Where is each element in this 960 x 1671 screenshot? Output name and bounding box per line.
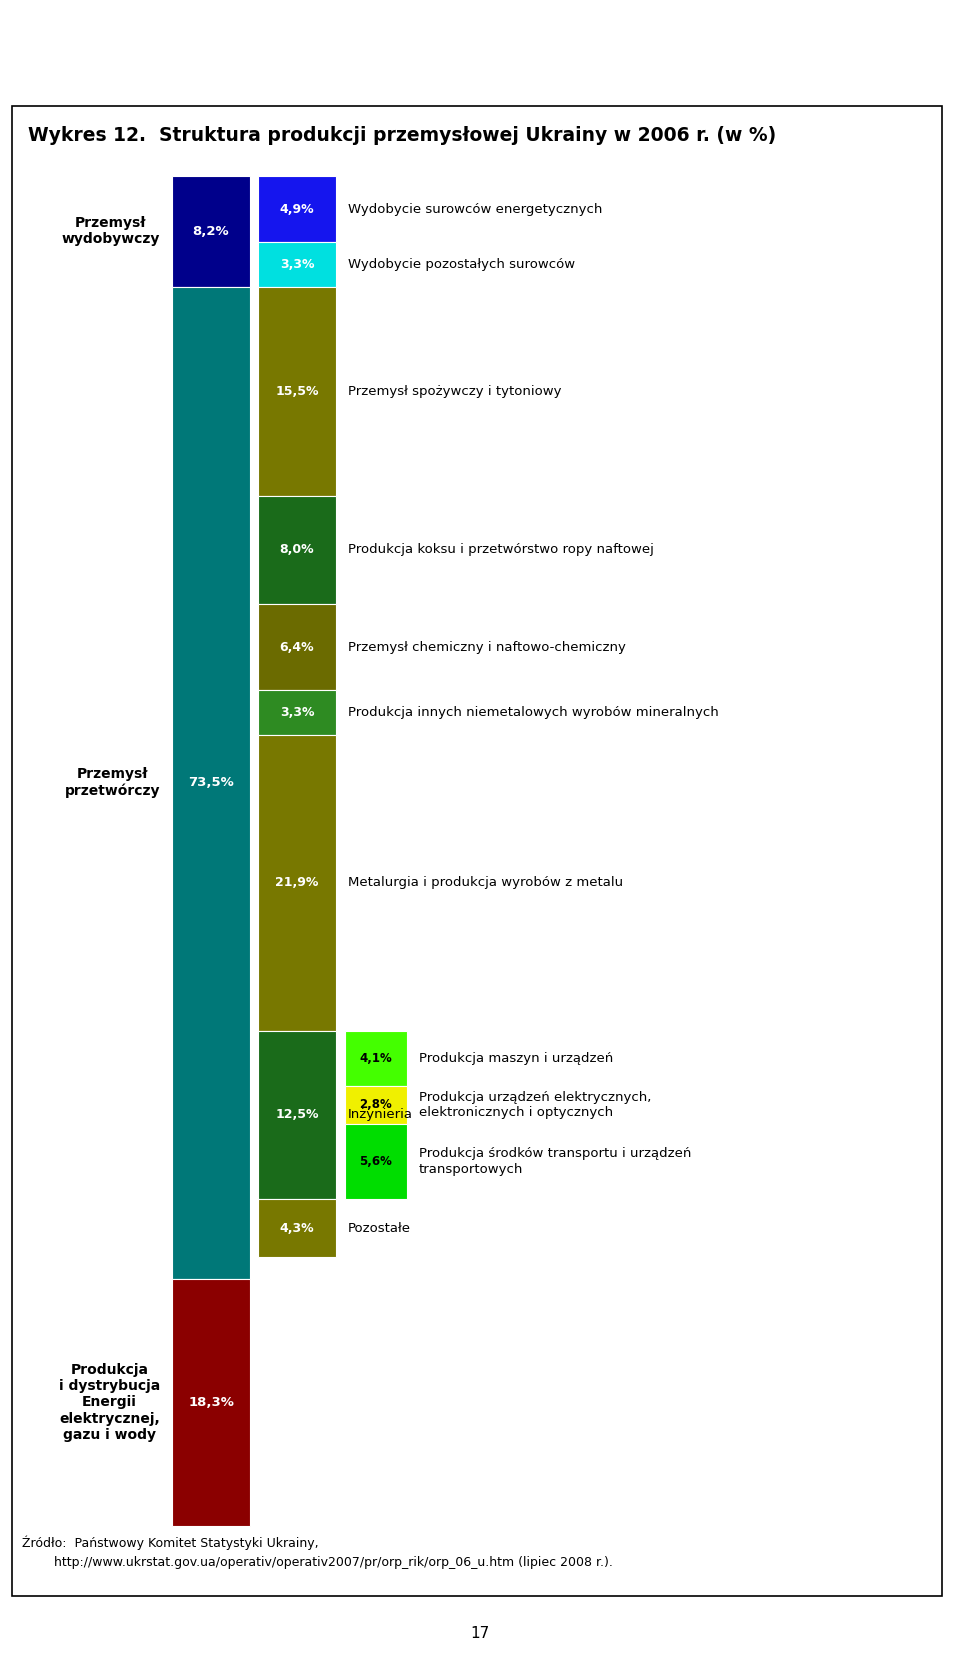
Text: Produkcja maszyn i urządzeń: Produkcja maszyn i urządzeń — [419, 1051, 613, 1064]
Text: Wydobycie surowców energetycznych: Wydobycie surowców energetycznych — [348, 202, 602, 216]
Text: 3,3%: 3,3% — [279, 707, 314, 719]
Bar — [345, 1031, 407, 1086]
Text: 8,0%: 8,0% — [279, 543, 314, 556]
Text: http://www.ukrstat.gov.ua/operativ/operativ2007/pr/orp_rik/orp_06_u.htm (lipiec : http://www.ukrstat.gov.ua/operativ/opera… — [22, 1556, 612, 1569]
Text: 17: 17 — [470, 1626, 490, 1641]
Bar — [258, 603, 336, 690]
Text: Produkcja środków transportu i urządzeń
transportowych: Produkcja środków transportu i urządzeń … — [419, 1148, 691, 1175]
Text: Produkcja innych niemetalowych wyrobów mineralnych: Produkcja innych niemetalowych wyrobów m… — [348, 707, 719, 719]
Bar — [258, 1031, 336, 1200]
Bar — [258, 690, 336, 735]
Text: Produkcja urządzeń elektrycznych,
elektronicznych i optycznych: Produkcja urządzeń elektrycznych, elektr… — [419, 1091, 652, 1120]
Text: Źródło:  Państwowy Komitet Statystyki Ukrainy,: Źródło: Państwowy Komitet Statystyki Ukr… — [22, 1536, 319, 1551]
Text: Produkcja
i dystrybucja
Energii
elektrycznej,
gazu i wody: Produkcja i dystrybucja Energii elektryc… — [59, 1364, 160, 1442]
Bar — [258, 175, 336, 242]
Text: Metalurgia i produkcja wyrobów z metalu: Metalurgia i produkcja wyrobów z metalu — [348, 876, 623, 889]
Text: Przemysł spożywczy i tytoniowy: Przemysł spożywczy i tytoniowy — [348, 384, 562, 398]
Text: Przemysł
wydobywczy: Przemysł wydobywczy — [61, 216, 160, 246]
Text: 73,5%: 73,5% — [188, 777, 234, 789]
Bar — [345, 1123, 407, 1200]
Bar — [12, 105, 942, 1596]
Text: 15,5%: 15,5% — [276, 384, 319, 398]
Text: 21,9%: 21,9% — [276, 876, 319, 889]
Text: Przemysł
przetwórczy: Przemysł przetwórczy — [64, 767, 160, 799]
Text: 2,8%: 2,8% — [360, 1098, 393, 1111]
Text: 12,5%: 12,5% — [276, 1108, 319, 1121]
Bar — [258, 496, 336, 603]
Text: 4,3%: 4,3% — [279, 1222, 314, 1235]
Text: Pozostałe: Pozostałe — [348, 1222, 411, 1235]
Text: 6,4%: 6,4% — [279, 640, 314, 653]
Text: 8,2%: 8,2% — [193, 226, 229, 237]
Bar — [258, 287, 336, 496]
Text: Przemysł chemiczny i naftowo-chemiczny: Przemysł chemiczny i naftowo-chemiczny — [348, 640, 626, 653]
Text: 4,9%: 4,9% — [279, 202, 314, 216]
Text: Inżynieria: Inżynieria — [348, 1108, 413, 1121]
Bar — [258, 242, 336, 287]
Bar — [258, 1200, 336, 1257]
Bar — [172, 175, 250, 287]
Bar — [258, 735, 336, 1031]
Text: 18,3%: 18,3% — [188, 1395, 234, 1409]
Text: Produkcja koksu i przetwórstwo ropy naftowej: Produkcja koksu i przetwórstwo ropy naft… — [348, 543, 654, 556]
Text: Wydobycie pozostałych surowców: Wydobycie pozostałych surowców — [348, 257, 575, 271]
Text: Wykres 12.  Struktura produkcji przemysłowej Ukrainy w 2006 r. (w %): Wykres 12. Struktura produkcji przemysło… — [28, 125, 777, 145]
Bar — [172, 287, 250, 1278]
Text: 4,1%: 4,1% — [360, 1051, 393, 1064]
Text: 3,3%: 3,3% — [279, 257, 314, 271]
Text: 5,6%: 5,6% — [360, 1155, 393, 1168]
Bar — [172, 1278, 250, 1526]
Bar — [345, 1086, 407, 1123]
